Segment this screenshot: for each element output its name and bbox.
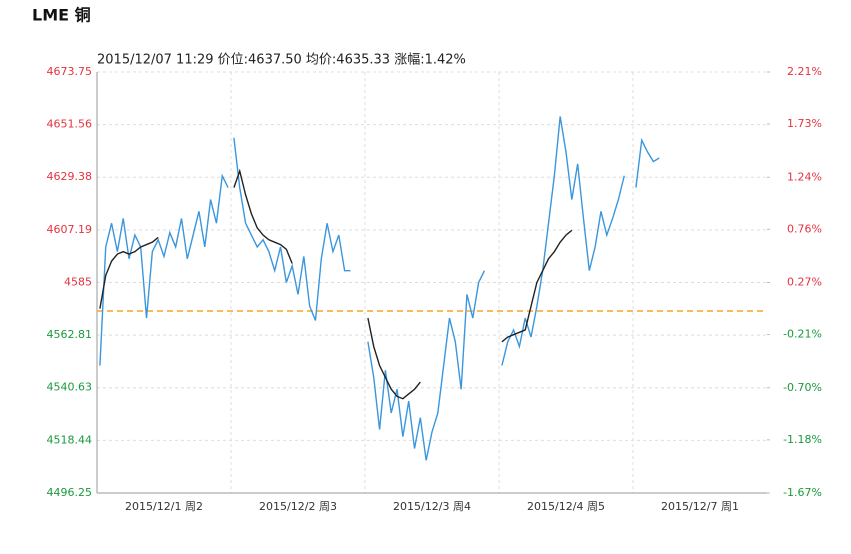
price-line [367, 270, 486, 461]
price-line [501, 116, 625, 366]
y2-tick-label: 1.73% [787, 117, 822, 130]
price-line [635, 137, 660, 188]
x-tick-label: 2015/12/1 周2 [125, 500, 203, 513]
average-line [501, 229, 573, 343]
y2-tick-label: -0.21% [783, 328, 822, 341]
y-tick-label: 4496.25 [47, 486, 93, 499]
average-line [367, 317, 421, 400]
price-line [99, 173, 229, 366]
y2-tick-label: 0.76% [787, 222, 822, 235]
page-title: LME 铜 [32, 6, 91, 25]
y2-tick-label: 1.24% [787, 170, 822, 183]
x-tick-label: 2015/12/3 周4 [393, 500, 471, 513]
average-line [99, 236, 159, 309]
y-tick-label: 4585 [64, 276, 92, 289]
y2-tick-label: 0.27% [787, 276, 822, 289]
y-tick-label: 4651.56 [47, 118, 93, 131]
price-line [233, 137, 351, 321]
x-tick-label: 2015/12/2 周3 [259, 500, 337, 513]
header-info: 2015/12/07 11:29 价位:4637.50 均价:4635.33 涨… [97, 53, 466, 68]
y-tick-label: 4562.81 [47, 328, 93, 341]
y2-tick-label: 2.21% [787, 65, 822, 78]
y-tick-label: 4518.44 [47, 433, 93, 446]
y2-tick-label: -1.18% [783, 433, 822, 446]
average-line [233, 168, 293, 264]
x-tick-label: 2015/12/4 周5 [527, 500, 605, 513]
y-tick-label: 4607.19 [47, 223, 93, 236]
y-tick-label: 4540.63 [47, 381, 93, 394]
y2-tick-label: -1.67% [783, 486, 822, 499]
y-tick-label: 4629.38 [47, 170, 93, 183]
y2-tick-label: -0.70% [783, 381, 822, 394]
y-tick-label: 4673.75 [47, 65, 93, 78]
x-tick-label: 2015/12/7 周1 [661, 500, 739, 513]
